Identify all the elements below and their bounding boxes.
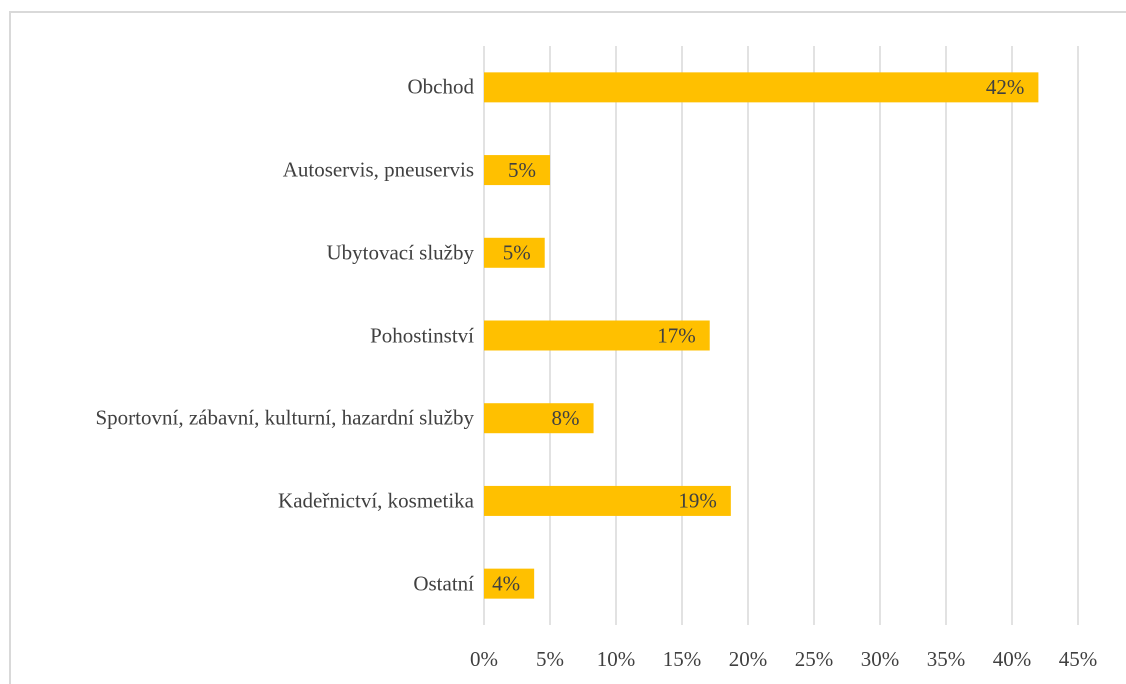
y-tick-label: Ostatní (413, 571, 474, 596)
data-label: 8% (552, 406, 580, 430)
bar (484, 237, 545, 268)
y-tick-label: Pohostinství (370, 323, 474, 347)
x-tick-label: 40% (993, 647, 1032, 671)
bar (484, 568, 535, 599)
x-tick-label: 5% (536, 647, 564, 671)
x-tick-label: 45% (1059, 647, 1098, 671)
y-tick-label: Autoservis, pneuservis (282, 157, 474, 182)
data-label: 5% (503, 241, 531, 265)
y-tick-label: Obchod (407, 74, 475, 99)
y-tick-label: Kadeřnictví, kosmetika (278, 488, 474, 513)
category-label-box: Sportovní, zábavní, kulturní, hazardní s… (20, 405, 474, 432)
data-label: 4% (492, 571, 520, 595)
x-tick-label: 10% (597, 647, 636, 671)
data-label: 17% (657, 323, 696, 347)
x-tick-label: 20% (729, 647, 768, 671)
data-label: 5% (508, 158, 536, 182)
x-tick-label: 35% (927, 647, 966, 671)
x-tick-label: 25% (795, 647, 834, 671)
category-label-box: Obchod (20, 74, 475, 101)
bar (484, 155, 550, 186)
category-label-box: Kadeřnictví, kosmetika (20, 487, 474, 514)
x-tick-label: 15% (663, 647, 702, 671)
data-label: 42% (986, 75, 1025, 99)
bar (484, 485, 731, 516)
category-label-box: Ubytovací služby (20, 239, 474, 266)
x-tick-label: 0% (470, 647, 498, 671)
x-tick-label: 30% (861, 647, 900, 671)
bar (484, 320, 710, 351)
bar (484, 72, 1039, 103)
chart-border (9, 11, 1126, 684)
category-label-box: Autoservis, pneuservis (20, 157, 474, 184)
category-label-box: Pohostinství (20, 322, 474, 349)
category-label-box: Ostatní (20, 570, 474, 597)
y-tick-label: Ubytovací služby (326, 240, 474, 265)
y-tick-label: Sportovní, zábavní, kulturní, hazardní s… (95, 405, 474, 430)
bar (484, 403, 594, 434)
data-label: 19% (678, 489, 717, 513)
